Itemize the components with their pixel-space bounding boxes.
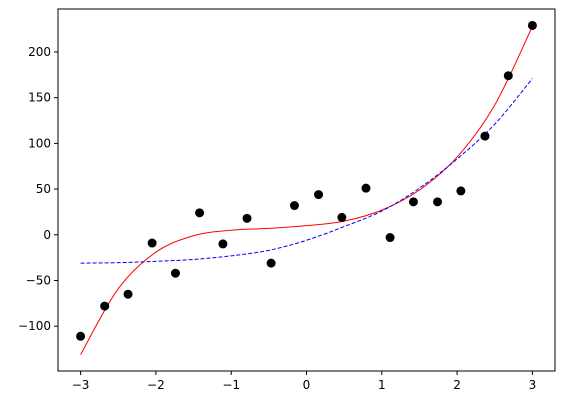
data-point xyxy=(361,183,371,193)
x-tick-label: −3 xyxy=(72,378,90,392)
data-point xyxy=(385,233,395,243)
y-tick-label: −100 xyxy=(18,319,51,333)
data-point xyxy=(314,190,324,200)
data-point xyxy=(289,201,299,211)
y-tick-label: −50 xyxy=(26,274,51,288)
data-point xyxy=(456,186,466,196)
plot-lines xyxy=(80,26,533,355)
x-axis: −3 −2 −1 0 1 2 3 xyxy=(72,371,536,392)
dashed-fit-line xyxy=(80,78,533,264)
x-tick-label: 0 xyxy=(303,378,311,392)
data-point xyxy=(195,208,205,218)
data-point xyxy=(266,258,276,268)
data-point xyxy=(76,331,86,341)
x-tick-label: 2 xyxy=(453,378,461,392)
x-tick-label: 1 xyxy=(378,378,386,392)
y-tick-label: 150 xyxy=(28,91,51,105)
data-point xyxy=(433,197,443,207)
y-tick-label: 200 xyxy=(28,45,51,59)
x-tick-label: −1 xyxy=(222,378,240,392)
data-point xyxy=(242,213,252,223)
x-tick-label: −2 xyxy=(147,378,165,392)
data-point xyxy=(337,212,347,222)
x-tick-label: 3 xyxy=(529,378,537,392)
data-point xyxy=(480,131,490,141)
axes-frame xyxy=(57,8,556,372)
y-tick-label: 0 xyxy=(43,228,51,242)
y-axis: −100 −50 0 50 100 150 200 xyxy=(18,45,58,333)
data-point xyxy=(408,197,418,207)
y-tick-label: 100 xyxy=(28,136,51,150)
data-point xyxy=(527,20,537,30)
solid-fit-line xyxy=(80,26,533,355)
data-point xyxy=(503,71,513,81)
data-point xyxy=(170,268,180,278)
plot-points xyxy=(76,20,537,341)
data-point xyxy=(123,289,133,299)
data-point xyxy=(147,238,157,248)
data-point xyxy=(218,239,228,249)
data-point xyxy=(100,301,110,311)
y-tick-label: 50 xyxy=(36,182,51,196)
